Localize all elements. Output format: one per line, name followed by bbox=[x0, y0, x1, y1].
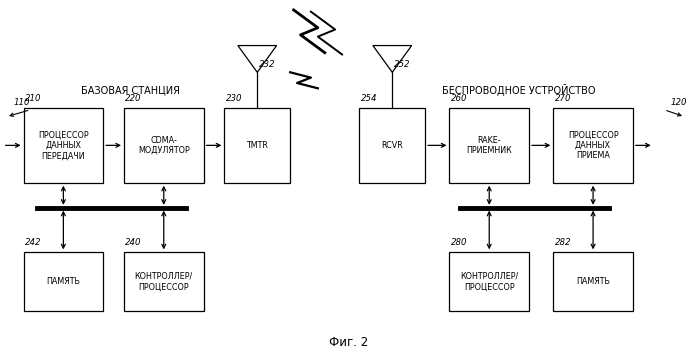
Text: 232: 232 bbox=[260, 60, 276, 69]
Text: TMTR: TMTR bbox=[246, 141, 268, 150]
Bar bbox=[554, 108, 633, 183]
Text: КОНТРОЛЛЕР/
ПРОЦЕССОР: КОНТРОЛЛЕР/ ПРОЦЕССОР bbox=[460, 272, 519, 291]
Text: ПАМЯТЬ: ПАМЯТЬ bbox=[576, 277, 610, 286]
Bar bbox=[24, 252, 103, 311]
Text: ПРОЦЕССОР
ДАННЫХ
ПЕРЕДАЧИ: ПРОЦЕССОР ДАННЫХ ПЕРЕДАЧИ bbox=[38, 130, 89, 160]
Bar bbox=[124, 252, 204, 311]
Text: КОНТРОЛЛЕР/
ПРОЦЕССОР: КОНТРОЛЛЕР/ ПРОЦЕССОР bbox=[135, 272, 193, 291]
Bar bbox=[554, 252, 633, 311]
Text: 280: 280 bbox=[451, 238, 467, 247]
Text: 220: 220 bbox=[126, 94, 142, 102]
Text: RCVR: RCVR bbox=[381, 141, 403, 150]
Text: 110: 110 bbox=[13, 98, 29, 107]
Text: СDMA-
МОДУЛЯТОР: СDMA- МОДУЛЯТОР bbox=[138, 136, 190, 155]
Text: БЕСПРОВОДНОЕ УСТРОЙСТВО: БЕСПРОВОДНОЕ УСТРОЙСТВО bbox=[442, 84, 595, 96]
Bar bbox=[450, 108, 529, 183]
Text: 282: 282 bbox=[555, 238, 571, 247]
Text: 120: 120 bbox=[671, 98, 688, 107]
Text: ПАМЯТЬ: ПАМЯТЬ bbox=[46, 277, 80, 286]
Text: 242: 242 bbox=[25, 238, 41, 247]
Bar bbox=[224, 108, 290, 183]
Text: 270: 270 bbox=[555, 94, 571, 102]
Text: 254: 254 bbox=[361, 94, 378, 102]
Text: 210: 210 bbox=[25, 94, 41, 102]
Bar bbox=[450, 252, 529, 311]
Text: 260: 260 bbox=[451, 94, 467, 102]
Bar bbox=[124, 108, 204, 183]
Text: RAKE-
ПРИЕМНИК: RAKE- ПРИЕМНИК bbox=[466, 136, 512, 155]
Text: Фиг. 2: Фиг. 2 bbox=[329, 336, 369, 349]
Text: 252: 252 bbox=[394, 60, 411, 69]
Text: ПРОЦЕССОР
ДАННЫХ
ПРИЕМА: ПРОЦЕССОР ДАННЫХ ПРИЕМА bbox=[567, 130, 618, 160]
Text: 240: 240 bbox=[126, 238, 142, 247]
Text: 230: 230 bbox=[225, 94, 242, 102]
Text: БАЗОВАЯ СТАНЦИЯ: БАЗОВАЯ СТАНЦИЯ bbox=[82, 85, 180, 95]
Bar bbox=[24, 108, 103, 183]
Bar bbox=[359, 108, 425, 183]
